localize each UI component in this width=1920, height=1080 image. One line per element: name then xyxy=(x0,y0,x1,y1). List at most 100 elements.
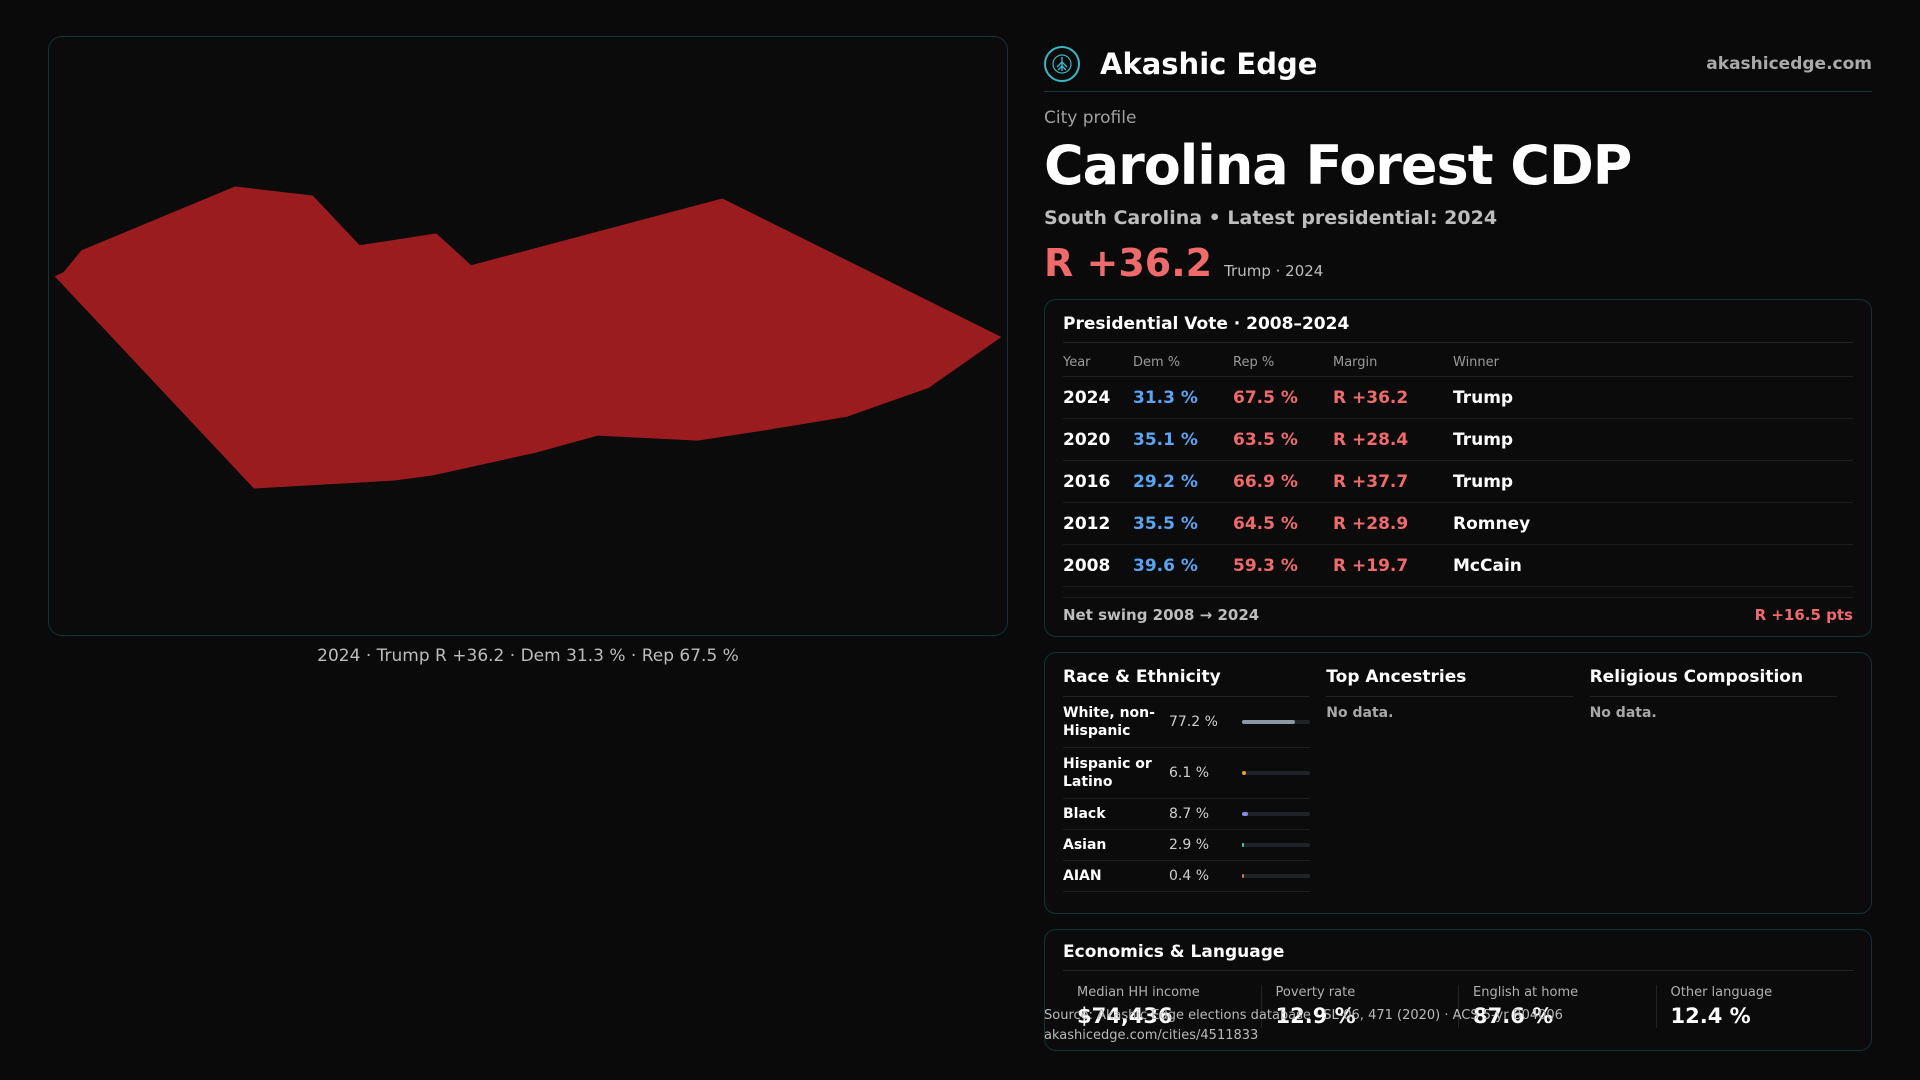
winner-cell: Trump xyxy=(1453,418,1853,461)
margin-cell: R +36.2 xyxy=(1333,376,1453,419)
vote-table-header: Year Dem % Rep % Margin Winner xyxy=(1063,347,1853,377)
religion-empty: No data. xyxy=(1589,705,1657,721)
col-dem: Dem % xyxy=(1133,347,1233,377)
race-title: Race & Ethnicity xyxy=(1063,667,1311,697)
rep-cell: 66.9 % xyxy=(1233,460,1333,503)
year-cell: 2012 xyxy=(1063,502,1133,545)
city-boundary-shape[interactable] xyxy=(54,186,1002,489)
rep-cell: 64.5 % xyxy=(1233,502,1333,545)
race-bar xyxy=(1241,874,1311,878)
winner-cell: Romney xyxy=(1453,502,1853,545)
race-label: Hispanic or Latino xyxy=(1063,755,1152,790)
dem-cell: 35.1 % xyxy=(1133,418,1233,461)
table-row: 2020 35.1 % 63.5 % R +28.4 Trump xyxy=(1063,418,1853,461)
table-row: 2024 31.3 % 67.5 % R +36.2 Trump xyxy=(1063,376,1853,419)
col-winner: Winner xyxy=(1453,347,1853,377)
stat-poverty-rate: Poverty rate 12.9 % xyxy=(1260,985,1459,1028)
economics-stats: Median HH income $74,436 Poverty rate 12… xyxy=(1063,985,1853,1028)
stat-label: Median HH income xyxy=(1077,985,1200,1000)
race-label: White, non-Hispanic xyxy=(1063,704,1155,739)
tree-logo-icon xyxy=(1044,45,1080,82)
col-rep: Rep % xyxy=(1233,347,1333,377)
economics-title: Economics & Language xyxy=(1063,942,1853,971)
ancestries-empty: No data. xyxy=(1326,705,1394,721)
profile-subtitle: South Carolina • Latest presidential: 20… xyxy=(1044,207,1498,230)
stat-label: Poverty rate xyxy=(1275,985,1356,1000)
map-caption: 2024 · Trump R +36.2 · Dem 31.3 % · Rep … xyxy=(317,646,739,666)
headline-result: R +36.2 Trump · 2024 xyxy=(1044,241,1872,285)
race-value: 77.2 % xyxy=(1168,714,1218,730)
race-bar-fill xyxy=(1241,771,1246,775)
rep-cell: 63.5 % xyxy=(1233,418,1333,461)
profile-eyebrow: City profile xyxy=(1044,108,1137,128)
race-bar-fill xyxy=(1241,812,1248,816)
dem-cell: 35.5 % xyxy=(1133,502,1233,545)
year-cell: 2024 xyxy=(1063,376,1133,419)
demographics-card: Race & Ethnicity White, non-Hispanic 77.… xyxy=(1044,652,1872,914)
winner-cell: Trump xyxy=(1453,376,1853,419)
margin-cell: R +28.9 xyxy=(1333,502,1453,545)
dem-cell: 31.3 % xyxy=(1133,376,1233,419)
race-label: Black xyxy=(1063,805,1106,822)
race-value: 2.9 % xyxy=(1168,837,1210,853)
ancestries-title: Top Ancestries xyxy=(1326,667,1574,697)
race-bar xyxy=(1241,843,1311,847)
city-boundary-map xyxy=(54,186,1002,489)
race-value: 0.4 % xyxy=(1168,868,1210,884)
stat-value: 87.6 % xyxy=(1473,1004,1554,1028)
col-year: Year xyxy=(1063,347,1133,377)
stat-value: 12.4 % xyxy=(1670,1004,1751,1028)
stat-value: 12.9 % xyxy=(1275,1004,1356,1028)
table-row: 2012 35.5 % 64.5 % R +28.9 Romney xyxy=(1063,502,1853,545)
brand-url-link[interactable]: akashicedge.com xyxy=(1706,53,1872,74)
race-bar-fill xyxy=(1241,720,1295,724)
brand-name: Akashic Edge xyxy=(1100,46,1318,81)
race-bar xyxy=(1241,812,1311,816)
race-row: White, non-Hispanic 77.2 % xyxy=(1063,697,1311,748)
race-bar-fill xyxy=(1241,843,1244,847)
race-bar xyxy=(1241,720,1311,724)
race-ethnicity-section: Race & Ethnicity White, non-Hispanic 77.… xyxy=(1063,667,1326,899)
source-footer: Source: Akashic Edge elections database … xyxy=(1044,1006,1563,1045)
ancestries-section: Top Ancestries No data. xyxy=(1326,667,1589,899)
rep-cell: 59.3 % xyxy=(1233,544,1333,587)
vote-table: Year Dem % Rep % Margin Winner 2024 31.3… xyxy=(1063,347,1853,587)
margin-cell: R +28.4 xyxy=(1333,418,1453,461)
religion-section: Religious Composition No data. xyxy=(1589,667,1853,899)
source-text: Source: Akashic Edge elections database … xyxy=(1044,1008,1563,1023)
race-value: 8.7 % xyxy=(1168,806,1210,822)
margin-cell: R +37.7 xyxy=(1333,460,1453,503)
headline-margin: R +36.2 xyxy=(1044,241,1213,286)
brand-bar: Akashic Edge akashicedge.com xyxy=(1044,36,1872,92)
vote-card-title: Presidential Vote · 2008–2024 xyxy=(1063,314,1853,343)
stat-label: English at home xyxy=(1473,985,1579,1000)
religion-title: Religious Composition xyxy=(1589,667,1837,697)
stat-other-language: Other language 12.4 % xyxy=(1655,985,1854,1028)
race-row: Asian 2.9 % xyxy=(1063,830,1311,861)
economics-card: Economics & Language Median HH income $7… xyxy=(1044,929,1872,1051)
net-swing-value: R +16.5 pts xyxy=(1754,606,1853,624)
year-cell: 2020 xyxy=(1063,418,1133,461)
stat-label: Other language xyxy=(1670,985,1773,1000)
winner-cell: McCain xyxy=(1453,544,1853,587)
race-row: AIAN 0.4 % xyxy=(1063,861,1311,892)
presidential-vote-card: Presidential Vote · 2008–2024 Year Dem %… xyxy=(1044,299,1872,637)
race-row: Black 8.7 % xyxy=(1063,799,1311,830)
source-url-link[interactable]: akashicedge.com/cities/4511833 xyxy=(1044,1027,1259,1043)
margin-cell: R +19.7 xyxy=(1333,544,1453,587)
race-label: Asian xyxy=(1063,836,1107,853)
net-swing-label: Net swing 2008 → 2024 xyxy=(1063,606,1260,624)
dem-cell: 29.2 % xyxy=(1133,460,1233,503)
table-row: 2008 39.6 % 59.3 % R +19.7 McCain xyxy=(1063,544,1853,587)
table-row: 2016 29.2 % 66.9 % R +37.7 Trump xyxy=(1063,460,1853,503)
year-cell: 2008 xyxy=(1063,544,1133,587)
col-margin: Margin xyxy=(1333,347,1453,377)
race-value: 6.1 % xyxy=(1168,765,1210,781)
race-row: Hispanic or Latino 6.1 % xyxy=(1063,748,1311,799)
race-bar xyxy=(1241,771,1311,775)
winner-cell: Trump xyxy=(1453,460,1853,503)
rep-cell: 67.5 % xyxy=(1233,376,1333,419)
stat-value: $74,436 xyxy=(1077,1004,1173,1028)
race-label: AIAN xyxy=(1063,867,1102,884)
net-swing: Net swing 2008 → 2024 R +16.5 pts xyxy=(1063,597,1853,624)
